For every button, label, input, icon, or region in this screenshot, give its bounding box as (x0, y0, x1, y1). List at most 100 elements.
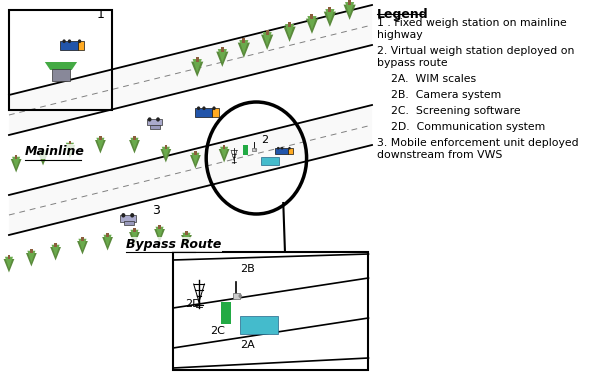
Text: highway: highway (377, 30, 422, 40)
Text: 2A: 2A (240, 340, 255, 350)
Circle shape (281, 147, 283, 150)
Bar (196, 57, 199, 62)
Text: 1 . Fixed weigh station on mainline: 1 . Fixed weigh station on mainline (377, 18, 566, 28)
Polygon shape (191, 62, 203, 77)
Polygon shape (104, 235, 112, 247)
Bar (223, 144, 226, 149)
Text: 2B.  Camera system: 2B. Camera system (377, 90, 501, 100)
Bar (60, 41, 77, 49)
Polygon shape (130, 138, 139, 150)
Polygon shape (216, 52, 229, 67)
Polygon shape (5, 257, 13, 269)
Bar (305, 293, 331, 305)
Bar (99, 136, 102, 140)
Bar (348, 0, 351, 5)
Polygon shape (97, 138, 104, 150)
Text: downstream from VWS: downstream from VWS (377, 150, 502, 160)
Polygon shape (190, 155, 201, 168)
Circle shape (62, 40, 66, 43)
Polygon shape (285, 24, 294, 38)
Polygon shape (155, 227, 164, 239)
Bar (77, 41, 84, 49)
Bar (194, 150, 197, 155)
Bar (124, 221, 134, 225)
Bar (266, 30, 269, 35)
Bar (30, 249, 33, 253)
Circle shape (197, 106, 200, 110)
Polygon shape (162, 147, 170, 159)
Circle shape (308, 290, 313, 295)
Bar (243, 145, 248, 155)
Circle shape (238, 294, 242, 298)
Circle shape (277, 147, 280, 150)
Polygon shape (263, 32, 272, 46)
Bar (15, 155, 17, 159)
Text: 2. Virtual weigh station deployed on: 2. Virtual weigh station deployed on (377, 46, 574, 56)
Polygon shape (26, 253, 37, 266)
Bar (133, 228, 136, 232)
Circle shape (255, 149, 257, 151)
Text: bypass route: bypass route (377, 58, 447, 68)
Polygon shape (154, 229, 165, 242)
Polygon shape (129, 140, 140, 154)
Bar (261, 157, 279, 165)
Bar (233, 293, 240, 299)
Bar (328, 6, 331, 12)
Polygon shape (238, 43, 250, 58)
Text: 2B: 2B (240, 264, 255, 274)
Bar (185, 231, 188, 235)
Bar (133, 136, 136, 140)
Text: 3: 3 (152, 204, 160, 217)
Polygon shape (129, 232, 140, 245)
Polygon shape (11, 159, 22, 173)
Polygon shape (344, 5, 356, 20)
Text: Bypass Route: Bypass Route (125, 238, 221, 251)
Polygon shape (307, 16, 317, 30)
Text: 2D: 2D (185, 299, 200, 309)
Circle shape (68, 40, 71, 43)
Bar (9, 10, 112, 110)
Polygon shape (306, 19, 318, 34)
Polygon shape (65, 145, 76, 158)
Circle shape (212, 106, 216, 110)
Polygon shape (218, 49, 227, 63)
Bar (68, 141, 71, 145)
Text: 2C.  Screening software: 2C. Screening software (377, 106, 520, 116)
Bar (173, 252, 368, 370)
Text: Legend: Legend (377, 8, 428, 21)
Bar (221, 46, 224, 52)
Polygon shape (130, 230, 139, 242)
Text: 2A.  WIM scales: 2A. WIM scales (377, 74, 476, 84)
Polygon shape (77, 241, 88, 255)
Bar (221, 302, 231, 324)
Circle shape (202, 106, 206, 110)
Polygon shape (50, 247, 61, 261)
Bar (310, 14, 313, 19)
Polygon shape (12, 157, 20, 169)
Bar (212, 108, 219, 117)
Polygon shape (28, 251, 35, 263)
Polygon shape (66, 143, 74, 155)
Polygon shape (283, 27, 296, 42)
Polygon shape (95, 140, 106, 154)
Polygon shape (219, 149, 229, 163)
Polygon shape (79, 239, 86, 251)
Bar (331, 293, 340, 305)
Polygon shape (239, 40, 248, 54)
Polygon shape (39, 150, 47, 162)
Bar (81, 236, 84, 241)
Bar (288, 22, 291, 27)
Polygon shape (38, 152, 49, 166)
Polygon shape (9, 5, 372, 135)
Text: 2C: 2C (210, 326, 224, 336)
Circle shape (130, 213, 134, 217)
Bar (54, 242, 57, 247)
Bar (52, 69, 70, 81)
Polygon shape (9, 105, 372, 235)
Circle shape (288, 147, 291, 150)
Polygon shape (45, 62, 77, 70)
Circle shape (316, 290, 321, 295)
Text: 1: 1 (97, 8, 104, 21)
Bar (41, 147, 44, 152)
Polygon shape (181, 235, 192, 249)
